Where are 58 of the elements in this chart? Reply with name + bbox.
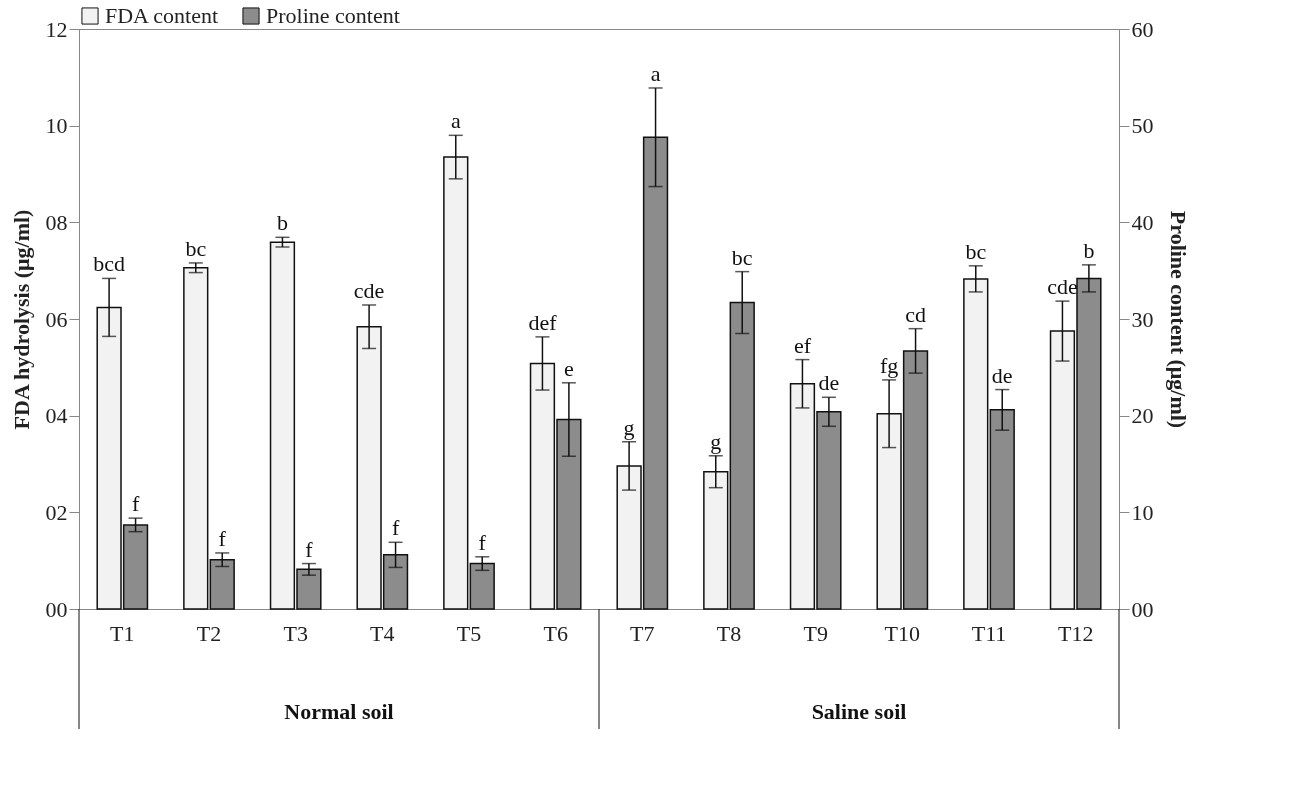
data-label: ef (793, 332, 812, 358)
data-label: f (305, 536, 314, 562)
data-label: g (623, 414, 635, 440)
bar (469, 562, 495, 610)
data-label: cde (353, 277, 385, 303)
y2-tick-label: 20 (1131, 403, 1154, 429)
data-label: b (1083, 237, 1095, 263)
y2-axis-title: Proline content (μg/ml) (1165, 210, 1191, 429)
legend-label: FDA content (105, 3, 219, 28)
data-label: de (818, 370, 840, 396)
data-label: b (276, 210, 288, 236)
y2-tick-label: 50 (1131, 113, 1154, 139)
y-tick-label: 12 (45, 16, 68, 42)
bar (209, 558, 235, 610)
data-label: fg (879, 352, 899, 378)
y2-tick-label: 40 (1131, 209, 1154, 235)
data-label: cd (905, 301, 926, 327)
data-label: f (391, 515, 400, 541)
y-tick-label: 10 (45, 113, 68, 139)
data-label: a (450, 108, 461, 134)
x-tick-label: T9 (803, 620, 828, 646)
data-label: bc (965, 238, 987, 264)
x-tick-label: T3 (283, 620, 308, 646)
y2-tick-label: 10 (1131, 499, 1154, 525)
data-label: bc (185, 235, 207, 261)
text: Saline soil (811, 699, 907, 724)
bar (183, 267, 209, 610)
data-label: f (218, 525, 227, 551)
x-tick-label: T12 (1057, 620, 1094, 646)
y-tick-label: 04 (45, 403, 68, 429)
data-label: g (710, 428, 722, 454)
y2-tick-label: 60 (1131, 16, 1154, 42)
y-tick-label: 00 (45, 596, 68, 622)
legend-label: Proline content (266, 3, 400, 28)
data-label: f (131, 491, 140, 517)
y2-tick-label: 30 (1131, 306, 1154, 332)
x-tick-label: T8 (716, 620, 742, 646)
data-label: de (991, 362, 1013, 388)
y-tick-label: 08 (45, 209, 68, 235)
y-tick-label: 06 (45, 306, 68, 332)
y-tick-label: 02 (45, 499, 68, 525)
x-tick-label: T5 (456, 620, 482, 646)
data-label: a (650, 60, 661, 86)
y2-tick-label: 00 (1131, 596, 1154, 622)
x-tick-label: T7 (630, 620, 655, 646)
data-label: bc (731, 244, 753, 270)
y-axis-title: FDA hydrolysis (μg/ml) (8, 209, 34, 430)
data-label: def (528, 309, 558, 335)
x-tick-label: T2 (196, 620, 222, 646)
text: Normal soil (284, 699, 394, 724)
data-label: f (478, 529, 487, 555)
data-label: bcd (93, 251, 125, 277)
x-tick-label: T10 (884, 620, 921, 646)
x-tick-label: T4 (370, 620, 395, 646)
x-tick-label: T1 (110, 620, 135, 646)
x-tick-label: T6 (543, 620, 568, 646)
data-label: e (564, 355, 574, 381)
x-tick-label: T11 (971, 620, 1007, 646)
